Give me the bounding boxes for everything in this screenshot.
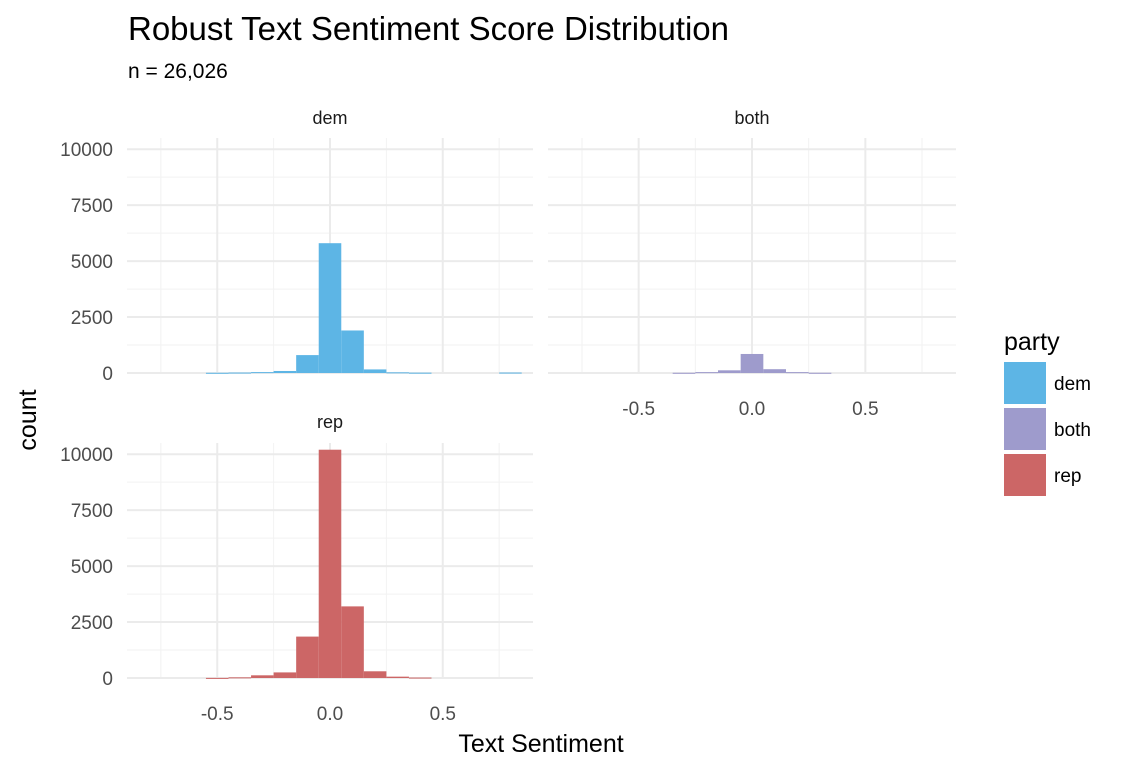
legend-key-dem [1004,362,1046,404]
bar-dem-4 [251,372,274,374]
chart-subtitle: n = 26,026 [128,60,228,83]
y-tick-label: 10000 [60,140,113,161]
y-tick-label: 5000 [71,252,113,273]
y-tick-label: 0 [102,669,113,690]
bar-rep-5 [273,672,297,678]
bar-dem-7 [318,243,342,373]
y-tick-label: 2500 [71,613,113,634]
bar-rep-10 [386,676,409,678]
strip-label-both: both [734,108,769,128]
y-tick-label: 2500 [71,308,113,329]
bar-rep-9 [363,671,387,678]
strip-label-dem: dem [312,108,347,128]
facet-panels: dem 0 2500 5000 7500 10000 both -0.5 0.0 0.5 rep 0 2… [60,108,956,725]
strip-label-rep: rep [317,412,343,432]
bar-rep-4 [251,675,274,678]
bar-both-9 [786,372,809,374]
legend-label-both: both [1054,420,1091,441]
bar-both-10 [808,372,832,374]
bar-dem-11 [408,372,432,374]
x-tick-label: -0.5 [201,704,234,725]
legend: party dem both rep [1004,328,1091,496]
bar-dem-2 [205,372,229,374]
chart-title: Robust Text Sentiment Score Distribution [128,10,729,47]
x-axis-title: Text Sentiment [458,730,623,758]
x-tick-label: 0.5 [430,704,456,725]
bar-dem-8 [341,330,364,373]
x-tick-label: -0.5 [622,399,655,420]
bar-rep-2 [205,677,229,679]
panel-rep: rep 0 2500 5000 7500 10000 -0.5 0.0 0.5 [60,412,533,725]
bar-both-6 [718,370,741,373]
legend-key-rep [1004,454,1046,496]
y-tick-label: 0 [102,364,113,385]
x-tick-label: 0.0 [739,399,765,420]
bar-rep-3 [228,677,252,679]
bar-dem-10 [386,372,409,374]
x-tick-label: 0.5 [852,399,878,420]
bar-dem-9 [363,369,387,373]
bar-rep-11 [408,677,432,679]
bar-dem-5 [273,370,297,373]
x-tick-label: 0.0 [317,704,343,725]
bar-rep-6 [296,636,319,678]
y-tick-label: 5000 [71,557,113,578]
legend-key-both [1004,408,1046,450]
legend-label-dem: dem [1054,374,1091,395]
panel-dem: dem 0 2500 5000 7500 10000 [60,108,533,385]
y-tick-label: 10000 [60,445,113,466]
bar-both-8 [763,369,786,373]
y-axis-title: count [14,389,42,450]
y-tick-label: 7500 [71,196,113,217]
legend-title: party [1004,328,1060,356]
bar-rep-7 [318,449,342,678]
bar-dem-3 [228,372,252,374]
bar-both-7 [740,353,764,373]
legend-label-rep: rep [1054,466,1081,487]
y-tick-label: 7500 [71,501,113,522]
bar-both-5 [695,372,718,374]
bar-dem-6 [296,355,319,373]
panel-both: both -0.5 0.0 0.5 [548,108,956,420]
bar-rep-8 [341,606,364,678]
bar-dem-15 [499,372,522,374]
bar-both-4 [672,372,696,374]
